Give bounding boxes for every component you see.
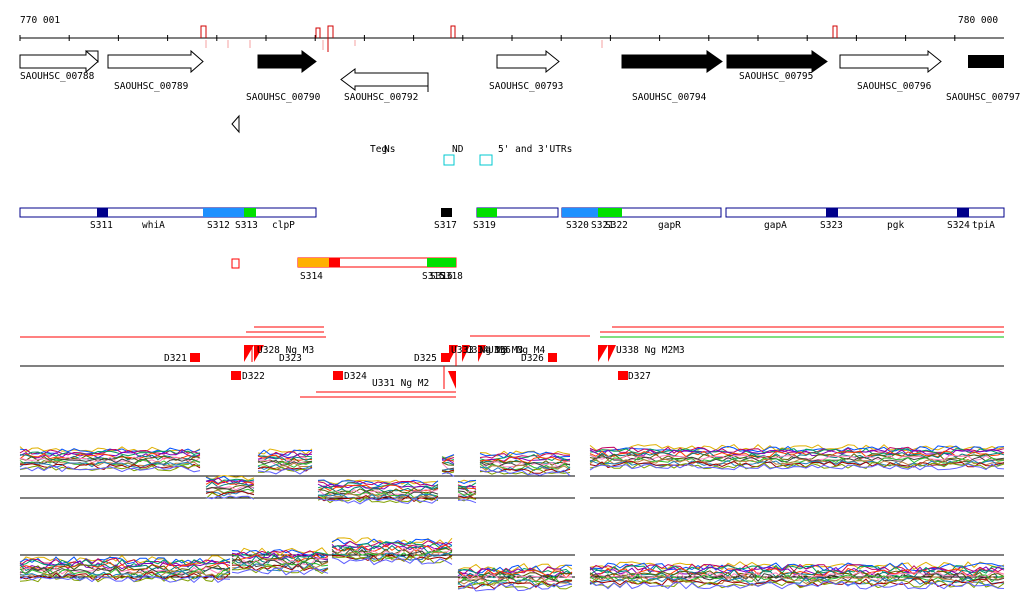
- utr-box[interactable]: [443, 154, 455, 166]
- segment-label: gapR: [658, 220, 681, 231]
- upshift-label: U331 Ng M2: [372, 378, 429, 389]
- gene-label: SAOUHSC_00793: [489, 81, 563, 92]
- downshift-label: D322: [242, 371, 265, 382]
- expression-trace: [19, 554, 1005, 590]
- segment-track-forward: S311 whiA S312 S313 clpP S317 S319 S320 …: [19, 207, 1005, 231]
- segment-label: S321: [591, 220, 614, 231]
- utr-text-2: Ns: [384, 144, 395, 155]
- segment-label: whiA: [142, 220, 165, 231]
- segment-label: S318: [440, 271, 463, 282]
- expression-panel-1: [19, 444, 1005, 505]
- segment-label: S324: [947, 220, 970, 231]
- expression-trace: [19, 547, 1005, 581]
- gene-label: SAOUHSC_00795: [739, 71, 813, 82]
- reverse-marker-icon: [231, 114, 240, 134]
- gene-label: SAOUHSC_00789: [114, 81, 189, 92]
- segment-label: S320: [566, 220, 589, 231]
- downshift-label: D325: [414, 353, 437, 364]
- downshift-label: D326: [521, 353, 544, 364]
- segment-label: gapA: [764, 220, 787, 231]
- utr-track: Teg Ns ND 5' and 3'UTRs: [370, 144, 572, 166]
- expression-trace: [19, 462, 1005, 504]
- segment-label: S322: [605, 220, 628, 231]
- segment-label: S311: [90, 220, 113, 231]
- segment-label: clpP: [272, 220, 295, 231]
- downshift-label: D327: [628, 371, 651, 382]
- segment-label: S317: [434, 220, 457, 231]
- segment-label: S323: [820, 220, 843, 231]
- gene-SAOUHSC_00792[interactable]: SAOUHSC_00792: [340, 68, 429, 103]
- expression-trace: [19, 555, 1005, 590]
- segment-label: pgk: [887, 220, 904, 231]
- upshift-label: U336 Ng M4: [488, 345, 545, 356]
- gene-SAOUHSC_00788[interactable]: SAOUHSC_00788: [19, 49, 99, 82]
- downshift-label: D321: [164, 353, 187, 364]
- utr-box[interactable]: [479, 154, 493, 166]
- expression-trace: [19, 551, 1005, 586]
- upshift-label: U328 Ng M3: [257, 345, 314, 356]
- segment-label: tpiA: [972, 220, 995, 231]
- gene-label: SAOUHSC_00794: [632, 92, 707, 103]
- segment-label: S314: [300, 271, 323, 282]
- downshift-label: D324: [344, 371, 367, 382]
- expression-panel-2: [19, 537, 1005, 592]
- upshift-label: U338 Ng M2M3: [616, 345, 685, 356]
- gene-label: SAOUHSC_00796: [857, 81, 932, 92]
- upshift-label: U333 Ng M3: [451, 345, 508, 356]
- gene-SAOUHSC_00789[interactable]: SAOUHSC_00789: [107, 49, 204, 92]
- segment-label: S319: [473, 220, 496, 231]
- shift-track: D321 D322 D323 D324 D325 D326 D327 U328 …: [20, 326, 1004, 398]
- coordinate-ruler: 770 001 780 000: [19, 15, 1004, 52]
- gene-label: SAOUHSC_00788: [20, 71, 95, 82]
- expression-trace: [19, 557, 1005, 592]
- segment-label: S313: [235, 220, 258, 231]
- expression-trace: [19, 552, 1005, 588]
- gene-track: SAOUHSC_00788 SAOUHSC_00789 SAOUHSC_0079…: [19, 49, 1020, 103]
- gene-label: SAOUHSC_00790: [246, 92, 321, 103]
- ruler-start-label: 770 001: [20, 15, 60, 26]
- ruler-end-label: 780 000: [958, 15, 998, 26]
- gene-SAOUHSC_00794[interactable]: SAOUHSC_00794: [621, 50, 723, 103]
- utr-text-1: Teg: [370, 144, 387, 155]
- segment-track-reverse: S314 S315 S316 S318: [231, 257, 463, 282]
- segment-label: S315: [422, 271, 445, 282]
- segment-label: S312: [207, 220, 230, 231]
- upshift-label: U334 Ng M3: [466, 345, 523, 356]
- gene-label: SAOUHSC_00797: [946, 92, 1020, 103]
- expression-trace: [19, 461, 1005, 503]
- gene-SAOUHSC_00796[interactable]: SAOUHSC_00796: [839, 49, 942, 92]
- gene-SAOUHSC_00793[interactable]: SAOUHSC_00793: [489, 49, 563, 92]
- expression-trace: [19, 463, 1005, 505]
- expression-trace: [19, 452, 1005, 493]
- utr-text-4: 5' and 3'UTRs: [498, 144, 572, 155]
- expression-trace: [19, 538, 1005, 574]
- gene-label: SAOUHSC_00792: [344, 92, 418, 103]
- gene-SAOUHSC_00797[interactable]: SAOUHSC_00797: [946, 55, 1020, 103]
- gene-SAOUHSC_00795[interactable]: SAOUHSC_00795: [726, 50, 828, 82]
- downshift-label: D323: [279, 353, 302, 364]
- segment-label: S316: [430, 271, 453, 282]
- utr-text-3: ND: [452, 144, 464, 155]
- gene-SAOUHSC_00790[interactable]: SAOUHSC_00790: [246, 50, 321, 103]
